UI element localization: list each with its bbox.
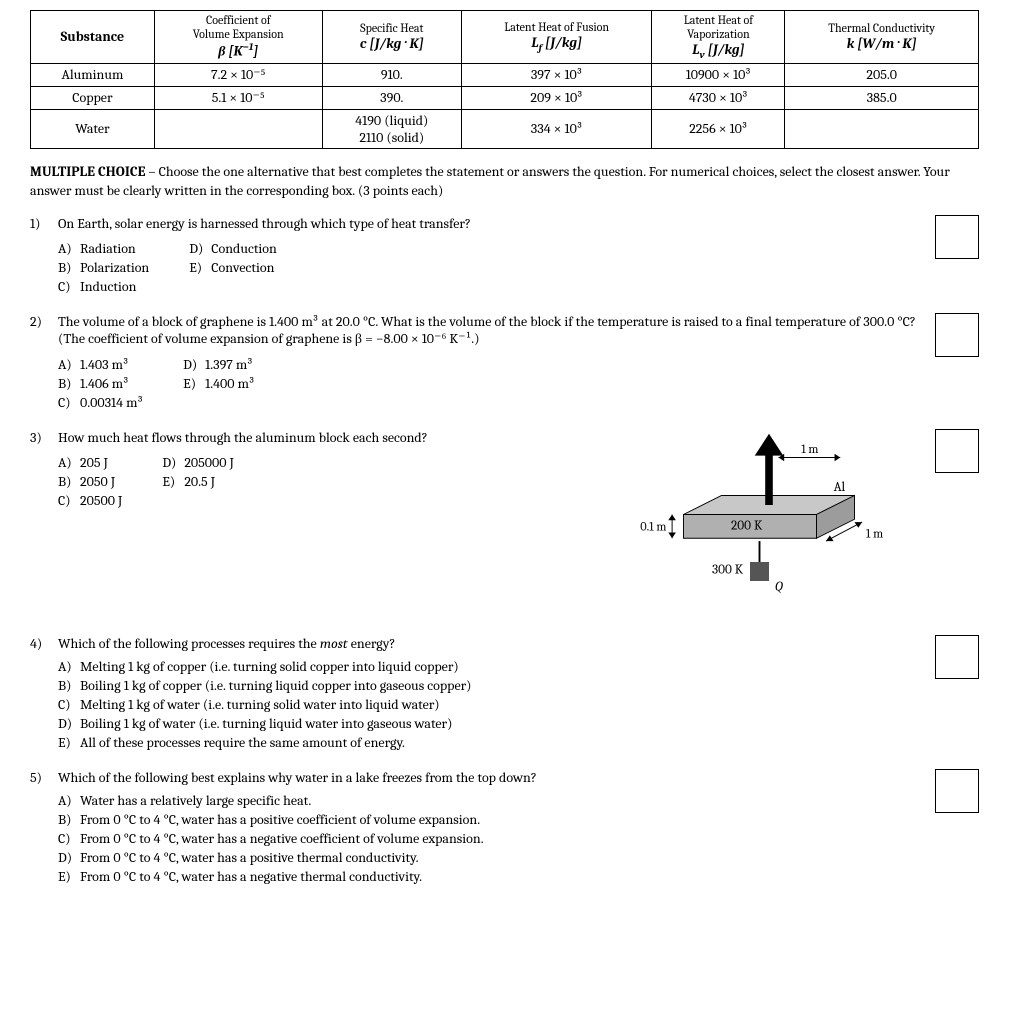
water-c-cell: 4190 (liquid) 2110 (solid) [322,109,461,148]
question-3: 3) How much heat flows through the alumi… [30,429,979,619]
choice-a: A)Melting 1 kg of copper (i.e. turning s… [58,658,919,675]
choice-e: E)Convection [189,259,277,276]
col-beta: Coefficient of Volume Expansion β [K−1] [154,11,322,64]
question-number: 2) [30,313,58,330]
choice-d: D)From 0 °C to 4 °C, water has a positiv… [58,849,919,866]
question-2: 2) The volume of a block of graphene is … [30,313,979,413]
table-row: Water 4190 (liquid) 2110 (solid) 334 × 1… [31,109,979,148]
question-text: Which of the following processes require… [58,635,919,652]
choice-e: E)1.400 m³ [183,375,254,392]
question-number: 1) [30,215,58,232]
question-text: How much heat flows through the aluminum… [58,429,438,446]
col-lf: Latent Heat of Fusion Lf [J/kg] [461,11,652,64]
question-5: 5) Which of the following best explains … [30,769,979,887]
choice-c: C)Induction [58,278,149,295]
label-0p1m: 0.1 m [640,520,666,534]
answer-box[interactable] [935,769,979,813]
choice-e: E)All of these processes require the sam… [58,734,919,751]
label-1m-top: 1 m [801,442,818,456]
answer-box[interactable] [935,635,979,679]
answer-box[interactable] [935,215,979,259]
choice-b: B)Boiling 1 kg of copper (i.e. turning l… [58,677,919,694]
choice-a: A)205 J [58,454,122,471]
choice-a: A)Radiation [58,240,149,257]
choice-c: C)From 0 °C to 4 °C, water has a negativ… [58,830,919,847]
col-substance: Substance [31,11,155,64]
properties-table: Substance Coefficient of Volume Expansio… [30,10,979,149]
question-text: On Earth, solar energy is harnessed thro… [58,215,919,232]
question-text: Which of the following best explains why… [58,769,919,786]
question-4: 4) Which of the following processes requ… [30,635,979,753]
choice-b: B)1.406 m³ [58,375,143,392]
choice-c: C)20500 J [58,492,122,509]
choice-b: B)2050 J [58,473,122,490]
answer-box[interactable] [935,313,979,357]
choice-b: B)Polarization [58,259,149,276]
table-row: Copper 5.1 × 10⁻⁵ 390. 209 × 10³ 4730 × … [31,86,979,109]
choice-a: A)1.403 m³ [58,356,143,373]
choice-d: D)1.397 m³ [183,356,254,373]
choice-d: D)Conduction [189,240,277,257]
question-text: The volume of a block of graphene is 1.4… [58,313,919,348]
instructions-heading: MULTIPLE CHOICE [30,163,145,180]
choice-a: A)Water has a relatively large specific … [58,792,919,809]
choice-b: B)From 0 °C to 4 °C, water has a positiv… [58,811,919,828]
choice-c: C)Melting 1 kg of water (i.e. turning so… [58,696,919,713]
aluminum-block-diagram: 1 m 1 m 0.1 m Al 200 K 300 K Q [619,429,919,619]
choice-d: D)Boiling 1 kg of water (i.e. turning li… [58,715,919,732]
choice-e: E)From 0 °C to 4 °C, water has a negativ… [58,868,919,885]
label-300k: 300 K [712,562,744,577]
question-1: 1) On Earth, solar energy is harnessed t… [30,215,979,297]
table-row: Aluminum 7.2 × 10⁻⁵ 910. 397 × 10³ 10900… [31,63,979,86]
label-q: Q [775,579,784,594]
answer-box[interactable] [935,429,979,473]
choice-e: E)20.5 J [162,473,234,490]
question-number: 4) [30,635,58,652]
instructions: MULTIPLE CHOICE – Choose the one alterna… [30,163,979,201]
label-al: Al [834,479,846,494]
choice-c: C)0.00314 m³ [58,394,143,411]
label-1m-right: 1 m [866,527,883,541]
label-200k: 200 K [731,518,763,533]
col-c: Specific Heat c [J/kg · K] [322,11,461,64]
col-lv: Latent Heat of Vaporization Lv [J/kg] [652,11,785,64]
question-number: 3) [30,429,58,446]
question-number: 5) [30,769,58,786]
col-k: Thermal Conductivity k [W/m · K] [785,11,979,64]
choice-d: D)205000 J [162,454,234,471]
